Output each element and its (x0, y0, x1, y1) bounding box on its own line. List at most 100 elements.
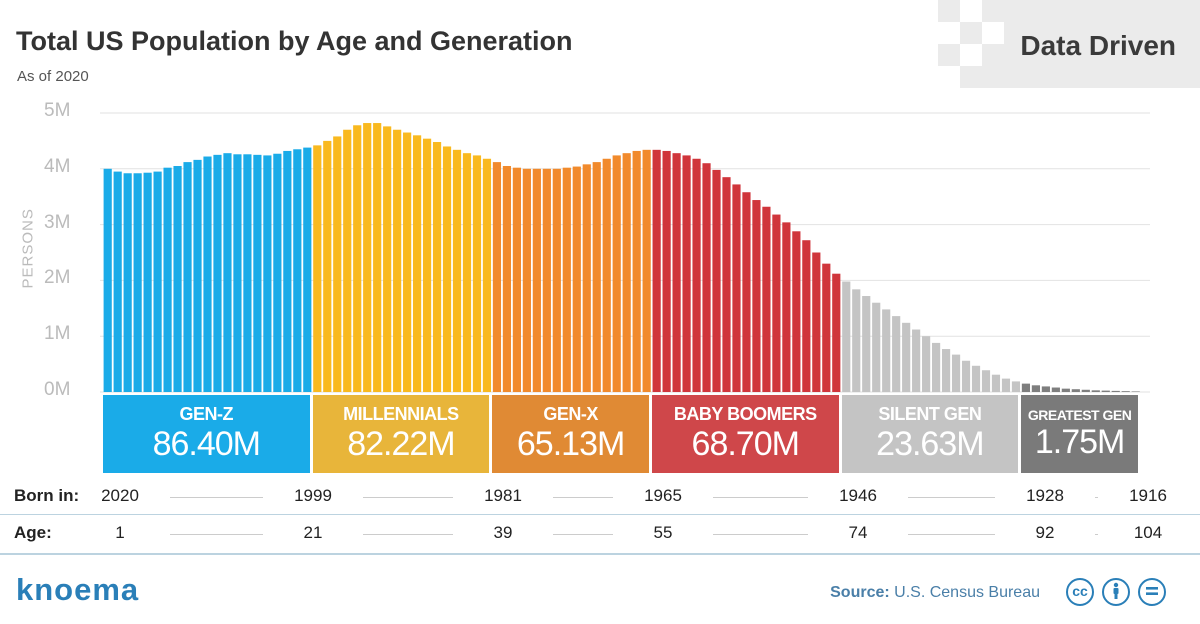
generation-box: GREATEST GEN 1.75M (1021, 395, 1138, 473)
bar-age-49 (582, 164, 591, 392)
bar-age-13 (223, 153, 232, 392)
row-connector (1095, 497, 1098, 498)
bar-age-103 (1121, 391, 1130, 392)
bar-age-31 (403, 132, 412, 392)
bar-age-62 (712, 169, 721, 392)
bar-age-35 (442, 146, 452, 392)
chart-subtitle: As of 2020 (17, 68, 89, 85)
bar-age-34 (432, 142, 442, 392)
row-connector (363, 534, 453, 535)
bar-age-53 (622, 153, 631, 392)
bar-age-51 (602, 158, 611, 392)
bar-age-41 (502, 166, 512, 392)
bar-age-19 (283, 150, 292, 392)
checker-pattern (938, 0, 960, 22)
row-value: 1946 (839, 486, 877, 505)
bar-age-56 (652, 149, 661, 392)
bar-age-42 (512, 167, 521, 392)
bar-age-47 (562, 167, 571, 392)
row-connector (363, 497, 453, 498)
generation-total: 86.40M (152, 425, 261, 463)
bar-age-27 (363, 123, 372, 392)
brand-box: Data Driven (960, 0, 1200, 88)
bar-age-74 (832, 273, 841, 392)
bar-age-12 (213, 154, 222, 392)
bar-age-2 (113, 171, 122, 392)
row-value: 1999 (294, 486, 332, 505)
checker-pattern (960, 44, 982, 66)
bar-age-71 (802, 240, 811, 392)
footer-divider (0, 553, 1200, 555)
bar-age-6 (153, 171, 162, 392)
bar-age-101 (1101, 390, 1110, 392)
row-value: 55 (653, 523, 673, 542)
bar-age-73 (822, 263, 831, 392)
bar-age-1 (103, 168, 112, 392)
bar-age-102 (1111, 390, 1120, 392)
row-connector (170, 497, 263, 498)
bar-age-66 (752, 200, 761, 392)
cc-icon: cc (1066, 578, 1094, 606)
bar-age-39 (482, 158, 492, 392)
row-separator (0, 514, 1200, 515)
bar-age-7 (163, 167, 172, 392)
row-value: 74 (848, 523, 868, 542)
generation-box: BABY BOOMERS 68.70M (651, 395, 839, 473)
attribution-icon (1102, 578, 1130, 606)
bar-age-20 (293, 149, 302, 392)
row-value: 2020 (101, 486, 139, 505)
bar-age-70 (792, 231, 801, 392)
bar-age-72 (812, 252, 821, 392)
bar-age-15 (243, 154, 252, 392)
bar-age-14 (233, 154, 242, 392)
row-value: 1 (115, 523, 125, 542)
bar-age-99 (1081, 389, 1090, 392)
bar-age-77 (862, 296, 871, 392)
age-label: Age: (14, 523, 52, 542)
born-in-label: Born in: (14, 486, 80, 505)
bar-age-95 (1041, 386, 1050, 392)
bar-age-46 (552, 168, 561, 392)
source-text: U.S. Census Bureau (889, 584, 1040, 601)
y-tick-label: 1M (44, 323, 71, 345)
row-connector (713, 497, 808, 498)
bar-age-90 (991, 374, 1001, 392)
source-label: Source: (830, 584, 890, 601)
bar-age-57 (662, 150, 671, 392)
bar-age-75 (842, 281, 851, 392)
bar-age-84 (932, 342, 941, 392)
row-value: 1965 (644, 486, 682, 505)
bar-age-24 (333, 136, 342, 392)
bar-age-8 (173, 166, 182, 392)
bar-age-50 (592, 162, 601, 392)
generation-box: GEN-Z 86.40M (103, 395, 310, 473)
brand-title: Data Driven (1020, 30, 1176, 61)
bar-age-69 (782, 222, 791, 392)
checker-pattern (982, 22, 1004, 44)
row-value: 1981 (484, 486, 522, 505)
row-value: 1916 (1129, 486, 1167, 505)
bar-age-104 (1131, 391, 1140, 392)
bar-age-92 (1011, 381, 1021, 392)
bar-age-82 (912, 329, 921, 392)
y-tick-label: 5M (44, 100, 71, 121)
row-connector (1095, 534, 1098, 535)
bar-age-79 (882, 309, 891, 392)
bar-age-96 (1051, 387, 1060, 392)
bar-age-86 (951, 354, 961, 392)
chart-title: Total US Population by Age and Generatio… (16, 26, 573, 56)
row-connector (553, 534, 613, 535)
bar-age-18 (273, 153, 282, 392)
bar-age-87 (961, 360, 971, 392)
bar-age-44 (532, 168, 541, 392)
bar-age-80 (892, 316, 901, 392)
bar-age-38 (472, 155, 482, 392)
generation-name: SILENT GEN (878, 404, 982, 424)
bar-age-22 (313, 145, 322, 392)
bar-age-65 (742, 192, 751, 392)
generation-box: SILENT GEN 23.63M (841, 395, 1019, 473)
bar-age-28 (373, 123, 382, 392)
y-tick-label: 3M (44, 211, 71, 233)
bar-age-63 (722, 177, 731, 392)
source-credit: Source: U.S. Census Bureau (830, 584, 1040, 602)
